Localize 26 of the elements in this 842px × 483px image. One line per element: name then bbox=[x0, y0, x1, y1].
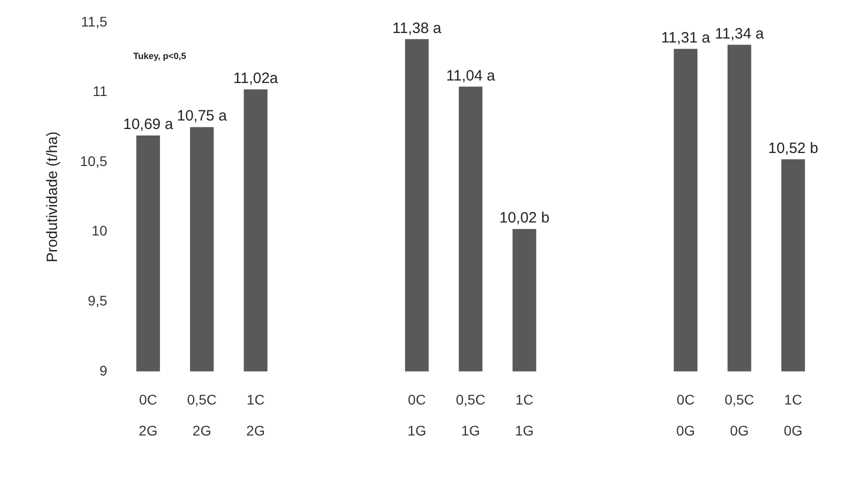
x-tick-label: 0C 2G bbox=[138, 392, 158, 438]
y-tick-label: 10,5 bbox=[80, 152, 108, 169]
data-label: 11,31 a bbox=[661, 30, 711, 47]
y-tick-label: 11 bbox=[92, 83, 108, 100]
data-label: 11,38 a bbox=[392, 20, 442, 37]
x-tick-label: 0C 1G bbox=[408, 392, 426, 438]
x-tick-label: 1C 1G bbox=[515, 392, 534, 438]
x-tick-label: 0,5C 2G bbox=[187, 392, 217, 438]
x-tick-label: 0C 0G bbox=[676, 392, 695, 438]
y-tick-label: 10 bbox=[92, 222, 108, 239]
x-tick-label: 0,5C 0G bbox=[724, 392, 754, 438]
y-axis-title: Produtividade (t/ha) bbox=[44, 131, 62, 262]
data-label: 11,04 a bbox=[446, 67, 496, 84]
x-tick-label: 0,5C 1G bbox=[456, 392, 486, 438]
data-label: 11,02a bbox=[233, 70, 279, 88]
data-label: 10,02 b bbox=[499, 210, 550, 227]
data-label: 11,34 a bbox=[714, 25, 764, 42]
x-tick-label: 1C 0G bbox=[784, 392, 802, 438]
data-label: 10,75 a bbox=[176, 108, 228, 125]
data-label: 10,69 a bbox=[123, 116, 174, 134]
y-tick-label: 9,5 bbox=[88, 292, 108, 308]
y-tick-label: 11,5 bbox=[81, 13, 108, 30]
data-label: 10,52 b bbox=[768, 140, 818, 157]
y-tick-label: 9 bbox=[99, 362, 108, 378]
x-tick-label: 1C 2G bbox=[246, 392, 265, 438]
annotation: Tukey, p<0,5 bbox=[133, 50, 186, 61]
